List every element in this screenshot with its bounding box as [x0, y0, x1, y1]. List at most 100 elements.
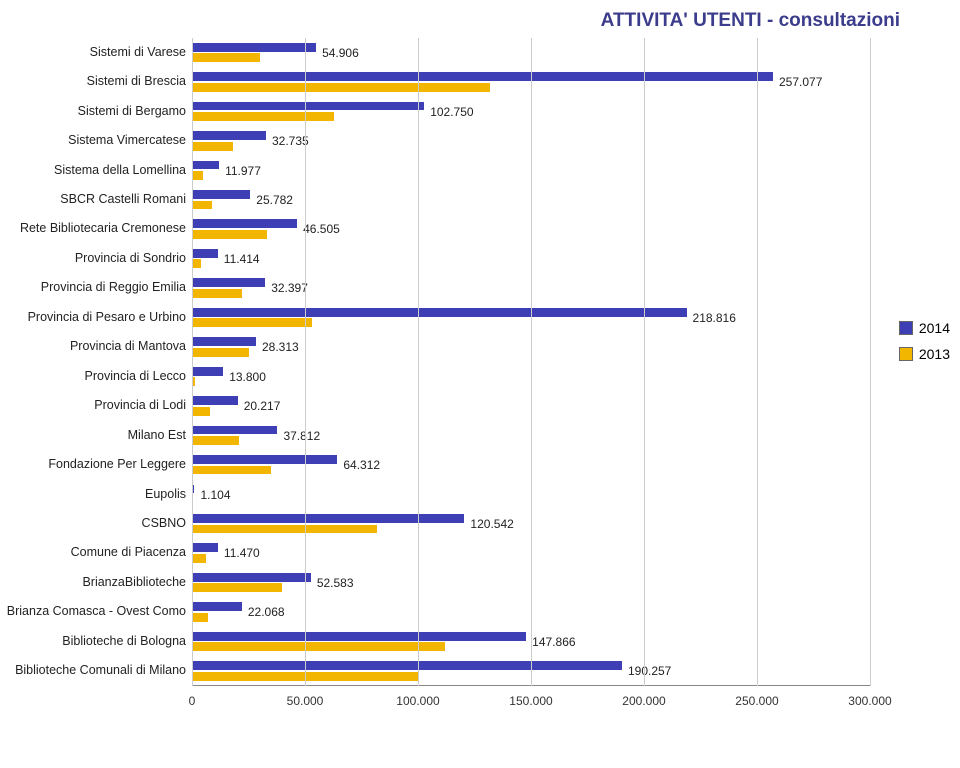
category-label: BrianzaBiblioteche: [4, 576, 192, 590]
value-label: 190.257: [628, 664, 671, 678]
legend-label-2013: 2013: [919, 346, 950, 362]
bar-2014: [192, 72, 773, 81]
x-tick-label: 100.000: [396, 694, 439, 708]
value-label: 102.750: [430, 105, 473, 119]
bar-2013: [192, 554, 206, 563]
bar-2013: [192, 348, 249, 357]
bar-2014: [192, 396, 238, 405]
value-label: 32.735: [272, 134, 309, 148]
bar-2014: [192, 161, 219, 170]
category-label: SBCR Castelli Romani: [4, 193, 192, 207]
value-label: 64.312: [343, 458, 380, 472]
legend: 2014 2013: [899, 320, 950, 372]
legend-swatch-2013: [899, 347, 913, 361]
value-label: 120.542: [470, 517, 513, 531]
x-tick-label: 150.000: [509, 694, 552, 708]
bar-2013: [192, 525, 377, 534]
category-label: Provincia di Lodi: [4, 399, 192, 413]
bar-2013: [192, 171, 203, 180]
gridline: [192, 38, 193, 686]
bar-2013: [192, 613, 208, 622]
gridline: [644, 38, 645, 686]
bar-2013: [192, 201, 212, 210]
bar-2013: [192, 407, 210, 416]
value-label: 11.414: [224, 252, 260, 266]
category-label: Eupolis: [4, 488, 192, 502]
bar-2013: [192, 436, 239, 445]
category-label: CSBNO: [4, 517, 192, 531]
bar-2014: [192, 131, 266, 140]
category-label: Sistemi di Brescia: [4, 75, 192, 89]
x-tick-label: 250.000: [735, 694, 778, 708]
value-label: 37.812: [283, 429, 320, 443]
x-tick-label: 0: [189, 694, 196, 708]
category-label: Sistema Vimercatese: [4, 134, 192, 148]
category-label: Rete Bibliotecaria Cremonese: [4, 223, 192, 237]
bar-2014: [192, 514, 464, 523]
category-label: Sistema della Lomellina: [4, 164, 192, 178]
legend-item-2013: 2013: [899, 346, 950, 362]
bar-2014: [192, 661, 622, 670]
value-label: 13.800: [229, 370, 266, 384]
bar-2014: [192, 455, 337, 464]
value-label: 54.906: [322, 46, 359, 60]
gridline: [757, 38, 758, 686]
category-label: Milano Est: [4, 429, 192, 443]
category-label: Biblioteche di Bologna: [4, 635, 192, 649]
bar-2013: [192, 466, 271, 475]
bar-2014: [192, 308, 687, 317]
legend-label-2014: 2014: [919, 320, 950, 336]
bar-2014: [192, 426, 277, 435]
legend-item-2014: 2014: [899, 320, 950, 336]
chart-title: ATTIVITA' UTENTI - consultazioni: [0, 0, 960, 38]
plot-region: Sistemi di Varese54.906Sistemi di Bresci…: [192, 38, 870, 686]
bar-2013: [192, 83, 490, 92]
bar-2013: [192, 289, 242, 298]
bar-2013: [192, 230, 267, 239]
value-label: 11.470: [224, 546, 260, 560]
bar-2014: [192, 278, 265, 287]
gridline: [870, 38, 871, 686]
bar-2014: [192, 543, 218, 552]
value-label: 1.104: [200, 488, 230, 502]
value-label: 22.068: [248, 605, 285, 619]
value-label: 25.782: [256, 193, 293, 207]
bar-2013: [192, 642, 445, 651]
category-label: Sistemi di Varese: [4, 46, 192, 60]
bar-2013: [192, 259, 201, 268]
bar-2014: [192, 249, 218, 258]
category-label: Provincia di Reggio Emilia: [4, 281, 192, 295]
bar-2014: [192, 573, 311, 582]
bar-2014: [192, 219, 297, 228]
gridline: [418, 38, 419, 686]
x-axis-labels: 050.000100.000150.000200.000250.000300.0…: [192, 690, 870, 714]
category-label: Fondazione Per Leggere: [4, 458, 192, 472]
value-label: 11.977: [225, 164, 261, 178]
category-label: Provincia di Sondrio: [4, 252, 192, 266]
category-label: Comune di Piacenza: [4, 547, 192, 561]
category-label: Sistemi di Bergamo: [4, 105, 192, 119]
category-label: Provincia di Lecco: [4, 370, 192, 384]
value-label: 147.866: [532, 635, 575, 649]
bar-2013: [192, 583, 282, 592]
legend-swatch-2014: [899, 321, 913, 335]
bar-2014: [192, 632, 526, 641]
bar-2014: [192, 602, 242, 611]
value-label: 46.505: [303, 222, 340, 236]
chart-area: Sistemi di Varese54.906Sistemi di Bresci…: [192, 38, 870, 714]
category-label: Brianza Comasca - Ovest Como: [4, 605, 192, 619]
value-label: 32.397: [271, 281, 308, 295]
x-tick-label: 300.000: [848, 694, 891, 708]
category-label: Provincia di Mantova: [4, 340, 192, 354]
x-tick-label: 50.000: [287, 694, 324, 708]
value-label: 257.077: [779, 75, 822, 89]
gridline: [531, 38, 532, 686]
bar-2014: [192, 190, 250, 199]
bar-2014: [192, 102, 424, 111]
bar-2013: [192, 142, 233, 151]
value-label: 218.816: [693, 311, 736, 325]
value-label: 52.583: [317, 576, 354, 590]
bar-2013: [192, 318, 312, 327]
bar-2013: [192, 112, 334, 121]
category-label: Provincia di Pesaro e Urbino: [4, 311, 192, 325]
